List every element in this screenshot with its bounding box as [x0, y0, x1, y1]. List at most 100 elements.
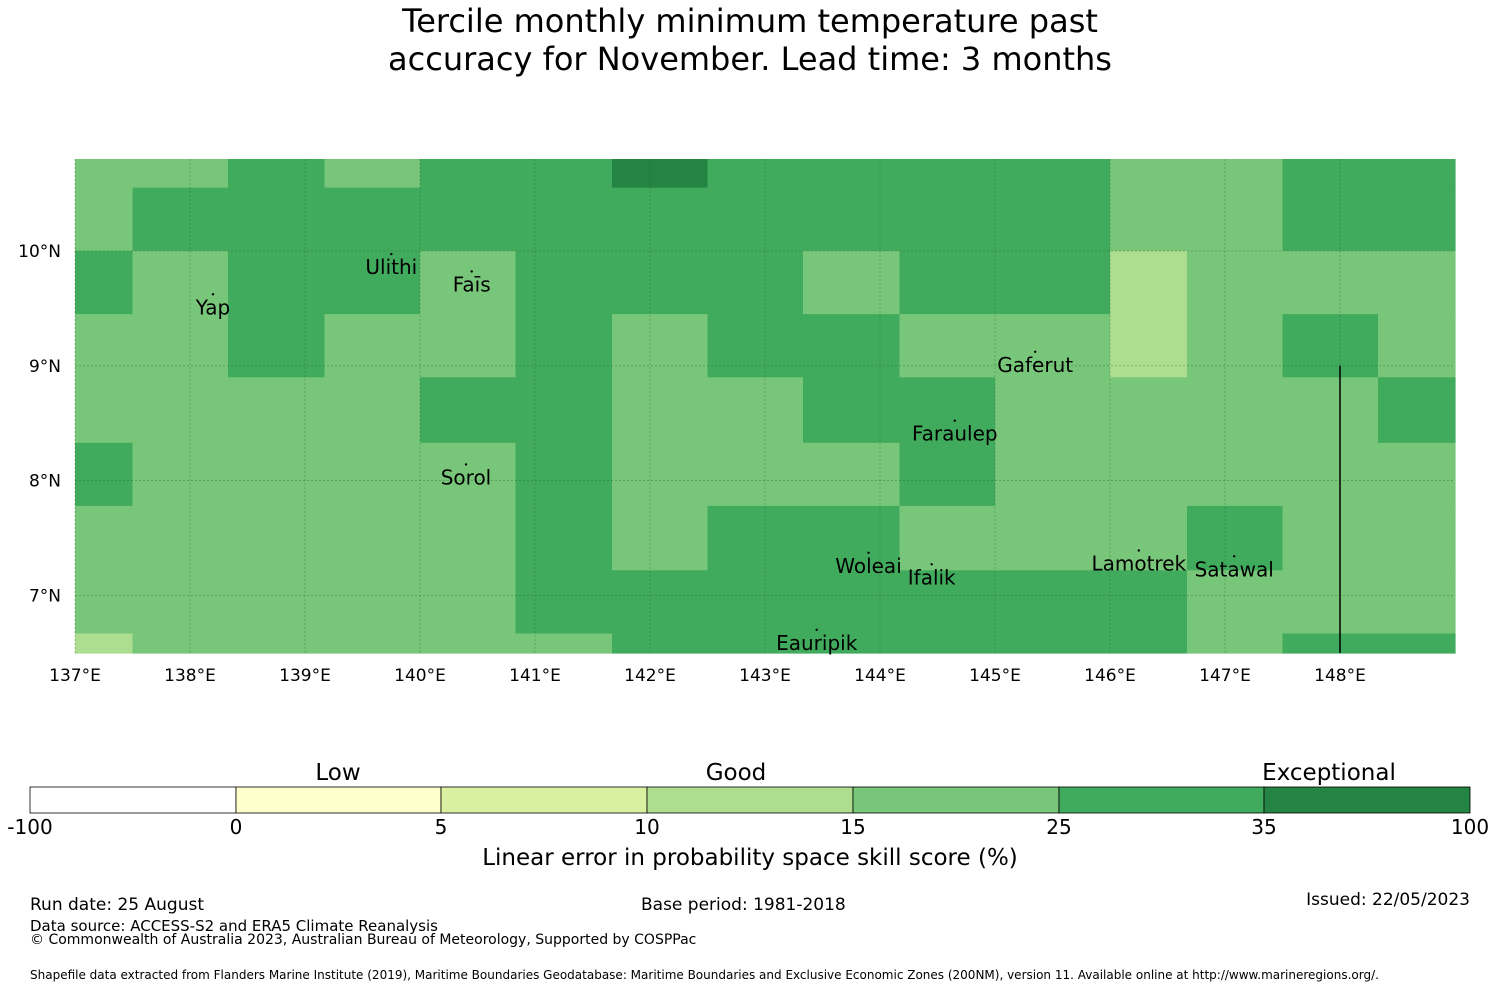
skill-cell [1110, 187, 1284, 252]
data-source: Data source: ACCESS-S2 and ERA5 Climate … [30, 917, 438, 935]
map-axis-labels: 10°N 9°N 8°N 7°N 137°E 138°E 139°E 140°E 141°E 14… [18, 242, 1366, 686]
colorbar-tick-label: -100 [7, 815, 53, 839]
issued-date: Issued: 22/05/2023 [1306, 890, 1470, 910]
island-label: Ifalik [908, 565, 956, 589]
island-marker [953, 419, 956, 422]
run-date: Run date: 25 August [30, 895, 204, 915]
skill-cell [995, 442, 1456, 507]
island-marker [464, 463, 468, 466]
skill-cell [515, 633, 613, 654]
skill-cell [707, 505, 901, 571]
island-label: Lamotrek [1091, 552, 1186, 576]
skill-cell [515, 250, 804, 315]
island-marker [815, 628, 818, 631]
lon-tick-label: 148°E [1314, 666, 1366, 686]
skill-cell [75, 570, 517, 597]
skill-cell [1282, 187, 1456, 252]
island-label: Sorol [441, 465, 492, 489]
copyright: © Commonwealth of Australia 2023, Austra… [30, 932, 697, 948]
colorbar-tick-label: 35 [1251, 815, 1277, 839]
skill-cell [1282, 505, 1456, 571]
island-marker [1137, 549, 1141, 552]
lon-tick-label: 144°E [854, 666, 906, 686]
skill-cell [228, 159, 326, 189]
lon-tick-label: 142°E [624, 666, 676, 686]
map-grid-cells [75, 159, 1456, 654]
skill-cell [1110, 250, 1188, 315]
map-title-line2: accuracy for November. Lead time: 3 mont… [388, 40, 1112, 78]
lat-tick-label: 10°N [18, 242, 61, 262]
colorbar-tick-label: 10 [634, 815, 660, 839]
skill-cell [75, 159, 229, 189]
skill-cell [1187, 595, 1456, 635]
colorbar-title: Linear error in probability space skill … [482, 845, 1018, 871]
lon-tick-label: 146°E [1084, 666, 1136, 686]
colorbar-tick-label: 15 [840, 815, 866, 839]
skill-cell [612, 377, 804, 444]
skill-cell [75, 505, 517, 571]
skill-cell [899, 314, 1111, 378]
skill-cell [515, 314, 613, 378]
lon-tick-label: 137°E [49, 666, 101, 686]
skill-cell [75, 633, 134, 654]
island-marker [930, 563, 933, 566]
island-label: Gaferut [997, 353, 1073, 377]
skill-cell [228, 250, 421, 315]
island-label: Satawal [1195, 557, 1274, 581]
skill-cell [1282, 314, 1379, 378]
colorbar [29, 786, 1471, 814]
skill-cell [899, 442, 996, 507]
lon-tick-label: 141°E [509, 666, 561, 686]
skill-cell [1187, 505, 1284, 571]
map-title-line1: Tercile monthly minimum temperature past [402, 2, 1098, 40]
colorbar-tick-label: 0 [229, 815, 243, 839]
map-graticule [74, 159, 1455, 653]
skill-cell [420, 159, 613, 189]
skill-cell [132, 442, 517, 507]
skill-score-map: Ulithi Faīs Yap Gaferut Faraulep Sorol Woleai I… [18, 159, 1456, 686]
island-marker [1034, 350, 1037, 353]
island-label: Yap [195, 295, 230, 319]
island-marker [211, 293, 215, 296]
skill-cell [75, 250, 134, 315]
skill-cell [75, 442, 134, 507]
lat-tick-label: 9°N [29, 357, 61, 377]
skill-cell [707, 159, 1111, 189]
colorbar-bin-10-15 [646, 786, 854, 814]
island-marker [867, 551, 870, 554]
colorbar-bin-0-5 [235, 786, 442, 814]
island-labels: Ulithi Faīs Yap Gaferut Faraulep Sorol Woleai I… [195, 252, 1274, 655]
lon-tick-label: 147°E [1199, 666, 1251, 686]
lon-tick-label: 145°E [969, 666, 1021, 686]
skill-cell [420, 377, 613, 444]
skill-cell [899, 250, 1111, 315]
lon-tick-label: 139°E [279, 666, 331, 686]
island-marker [470, 270, 473, 273]
lon-tick-label: 140°E [394, 666, 446, 686]
skill-cell [1187, 314, 1284, 378]
skill-cell [75, 187, 134, 252]
skill-cell [1282, 159, 1456, 189]
island-label: Eauripik [776, 631, 858, 655]
skill-cell [515, 595, 1188, 635]
lat-tick-label: 7°N [29, 587, 61, 607]
island-marker [390, 252, 393, 256]
colorbar-bin-15-25 [852, 786, 1060, 814]
skill-cell [515, 505, 613, 571]
colorbar-tick-label: 100 [1450, 815, 1490, 839]
skill-cell [420, 250, 517, 315]
skill-cell [75, 314, 229, 378]
skill-cell [612, 159, 709, 189]
skill-cell [1187, 570, 1456, 597]
island-label: Ulithi [365, 255, 417, 279]
lat-tick-label: 8°N [29, 472, 61, 492]
skill-cell [515, 570, 1188, 597]
skill-cell [612, 633, 1188, 654]
skill-cell [1187, 250, 1456, 315]
skill-cell [324, 159, 421, 189]
skill-cell [803, 250, 901, 315]
skill-cell [228, 314, 326, 378]
skill-cell [75, 377, 421, 444]
colorbar-category-exceptional: Exceptional [1262, 760, 1396, 786]
skill-cell [1110, 314, 1188, 378]
